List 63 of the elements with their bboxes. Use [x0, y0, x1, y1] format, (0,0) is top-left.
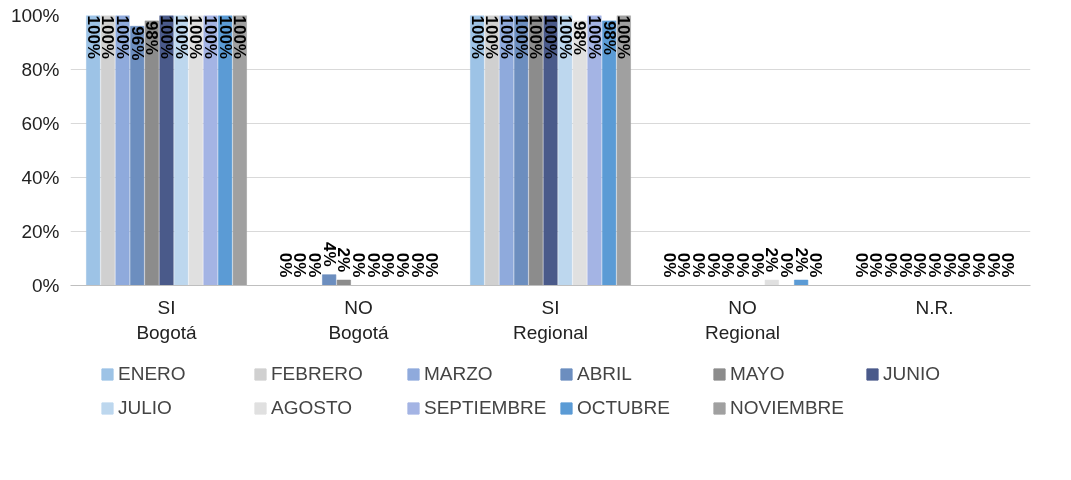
- legend-label: SEPTIEMBRE: [424, 397, 548, 419]
- bar: [174, 15, 189, 286]
- x-tick-label: N.R.: [915, 296, 954, 318]
- bar: [528, 15, 543, 286]
- x-tick-label: SI Regional: [513, 296, 588, 343]
- data-label: 0%: [925, 252, 944, 278]
- y-tick-label: 20%: [21, 221, 60, 242]
- legend-label: OCTUBRE: [577, 397, 671, 419]
- bar: [764, 279, 779, 286]
- bar: [232, 15, 247, 286]
- legend-label: NOVIEMBRE: [730, 397, 846, 419]
- bar: [130, 26, 145, 286]
- bar: [616, 15, 631, 286]
- bar: [470, 15, 485, 286]
- data-label: 100%: [541, 15, 560, 59]
- data-label: 0%: [733, 252, 752, 278]
- bar: [587, 15, 602, 286]
- bar: [794, 279, 809, 286]
- legend-label: AGOSTO: [271, 397, 353, 419]
- y-tick-label: 40%: [21, 167, 60, 188]
- y-tick-label: 60%: [21, 113, 60, 134]
- legend-label: JUNIO: [883, 363, 941, 385]
- data-label: 0%: [851, 252, 871, 278]
- bar: [499, 15, 514, 286]
- bar: [100, 15, 115, 286]
- legend-label: FEBRERO: [271, 363, 364, 385]
- data-label: 100%: [157, 15, 176, 59]
- bar: [602, 20, 617, 286]
- bar: [86, 15, 101, 286]
- data-label: 0%: [881, 252, 901, 278]
- bar: [218, 15, 233, 286]
- bar: [336, 279, 351, 286]
- data-label: 0%: [305, 252, 325, 278]
- bar: [322, 274, 337, 286]
- bar: [203, 15, 218, 286]
- data-label: 100%: [467, 15, 487, 59]
- data-label: 0%: [689, 252, 709, 278]
- y-tick-label: 0%: [32, 275, 60, 296]
- y-tick-label: 80%: [21, 59, 60, 80]
- data-label: 100%: [83, 15, 103, 59]
- bar: [188, 15, 203, 286]
- data-label: 100%: [497, 15, 517, 59]
- x-tick-label: NO Bogotá: [328, 296, 390, 343]
- bar: [115, 15, 130, 286]
- bar: [159, 15, 174, 286]
- bar: [144, 20, 159, 286]
- bar: [572, 20, 587, 286]
- bar: [543, 15, 558, 286]
- data-label: 100%: [113, 15, 133, 59]
- legend-label: MAYO: [730, 363, 786, 385]
- data-label: 0%: [275, 252, 295, 278]
- data-label: 0%: [349, 252, 368, 278]
- bar: [514, 15, 529, 286]
- bar: [484, 15, 499, 286]
- legend-label: MARZO: [424, 363, 494, 385]
- legend-label: ENERO: [118, 363, 187, 385]
- legend-label: ABRIL: [577, 363, 633, 385]
- data-label: 0%: [659, 252, 679, 278]
- x-tick-label: NO Regional: [705, 296, 780, 343]
- bar: [558, 15, 573, 286]
- y-tick-label: 100%: [10, 5, 60, 26]
- legend-label: JULIO: [118, 397, 173, 419]
- x-tick-label: SI Bogotá: [136, 296, 198, 343]
